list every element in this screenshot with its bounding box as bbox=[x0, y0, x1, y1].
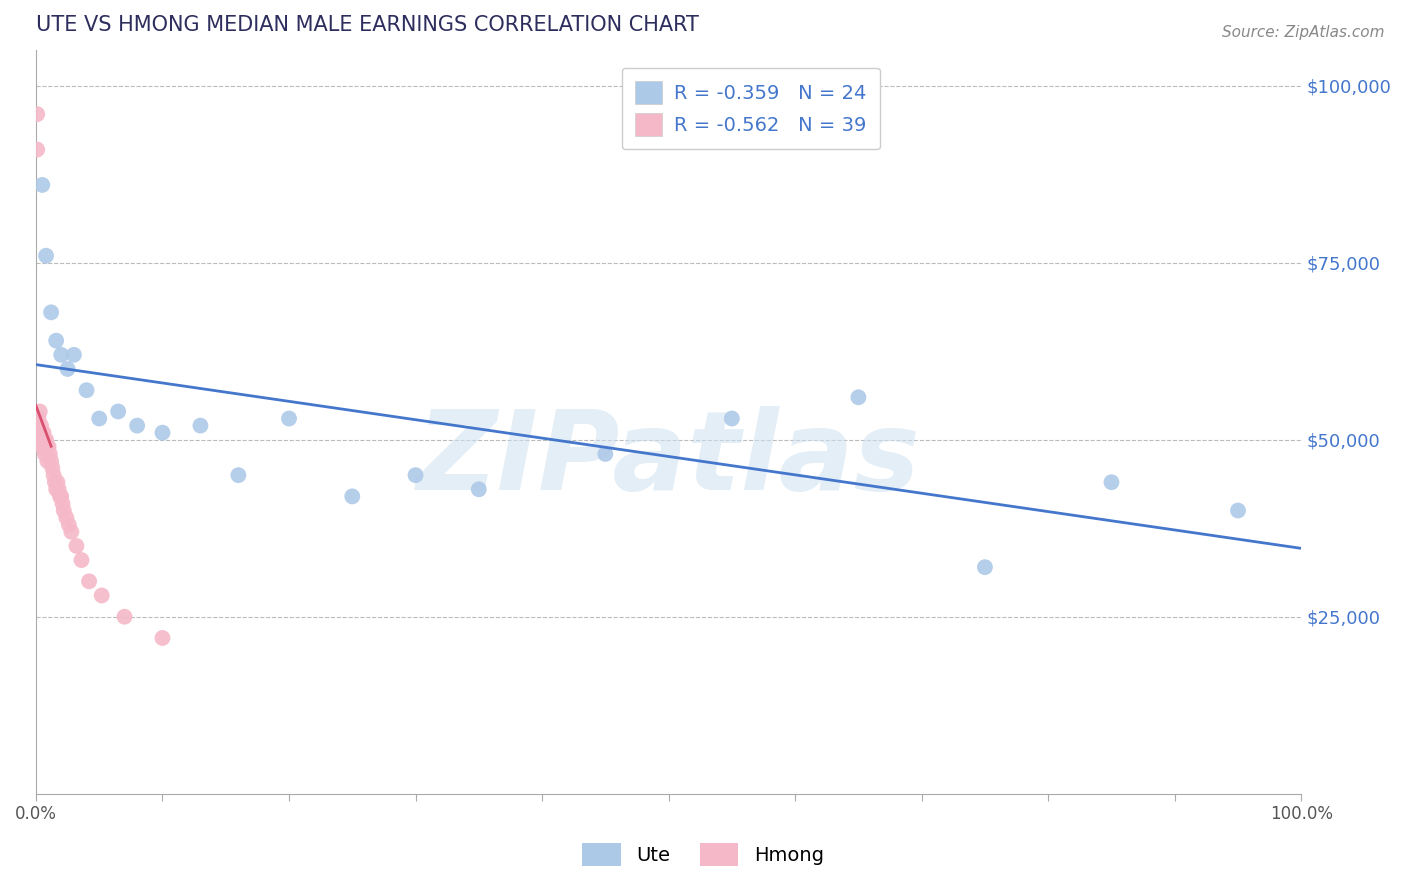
Point bbox=[28, 425, 51, 440]
Point bbox=[405, 468, 427, 483]
Legend: R = -0.359   N = 24, R = -0.562   N = 39: R = -0.359 N = 24, R = -0.562 N = 39 bbox=[621, 68, 880, 150]
Point bbox=[974, 560, 997, 574]
Point bbox=[32, 440, 55, 454]
Point bbox=[39, 305, 62, 319]
Point bbox=[25, 143, 48, 157]
Point bbox=[55, 510, 77, 524]
Point bbox=[595, 447, 617, 461]
Point bbox=[38, 447, 60, 461]
Point bbox=[27, 411, 49, 425]
Point bbox=[90, 589, 112, 603]
Point bbox=[34, 447, 56, 461]
Point bbox=[51, 348, 73, 362]
Point bbox=[468, 483, 491, 497]
Point bbox=[35, 433, 58, 447]
Point bbox=[38, 440, 60, 454]
Point bbox=[30, 418, 52, 433]
Point bbox=[51, 496, 73, 510]
Point bbox=[41, 461, 63, 475]
Text: UTE VS HMONG MEDIAN MALE EARNINGS CORRELATION CHART: UTE VS HMONG MEDIAN MALE EARNINGS CORREL… bbox=[37, 15, 699, 35]
Point bbox=[37, 454, 59, 468]
Point bbox=[1101, 475, 1123, 490]
Point bbox=[89, 411, 111, 425]
Point bbox=[63, 348, 86, 362]
Point bbox=[31, 440, 53, 454]
Legend: Ute, Hmong: Ute, Hmong bbox=[574, 835, 832, 873]
Point bbox=[42, 468, 65, 483]
Point bbox=[51, 489, 73, 503]
Point bbox=[848, 390, 870, 404]
Point bbox=[77, 574, 100, 589]
Point bbox=[114, 609, 136, 624]
Point bbox=[70, 553, 93, 567]
Point bbox=[49, 489, 72, 503]
Point bbox=[39, 454, 62, 468]
Point bbox=[107, 404, 129, 418]
Point bbox=[152, 631, 174, 645]
Point bbox=[52, 503, 75, 517]
Point bbox=[721, 411, 744, 425]
Point bbox=[1227, 503, 1250, 517]
Point bbox=[76, 383, 98, 397]
Point bbox=[44, 475, 66, 490]
Point bbox=[46, 475, 69, 490]
Point bbox=[228, 468, 250, 483]
Point bbox=[35, 440, 58, 454]
Point bbox=[37, 440, 59, 454]
Point bbox=[31, 425, 53, 440]
Point bbox=[152, 425, 174, 440]
Point bbox=[35, 249, 58, 263]
Text: ZIPatlas: ZIPatlas bbox=[416, 406, 921, 513]
Point bbox=[58, 517, 80, 532]
Point bbox=[45, 483, 67, 497]
Point bbox=[30, 433, 52, 447]
Point bbox=[25, 107, 48, 121]
Point bbox=[65, 539, 87, 553]
Point bbox=[56, 362, 79, 376]
Point bbox=[190, 418, 212, 433]
Point bbox=[34, 433, 56, 447]
Point bbox=[28, 404, 51, 418]
Point bbox=[32, 425, 55, 440]
Point bbox=[278, 411, 301, 425]
Point bbox=[342, 489, 364, 503]
Point bbox=[45, 334, 67, 348]
Point bbox=[48, 483, 70, 497]
Point bbox=[127, 418, 149, 433]
Point bbox=[31, 178, 53, 192]
Text: Source: ZipAtlas.com: Source: ZipAtlas.com bbox=[1222, 25, 1385, 40]
Point bbox=[60, 524, 83, 539]
